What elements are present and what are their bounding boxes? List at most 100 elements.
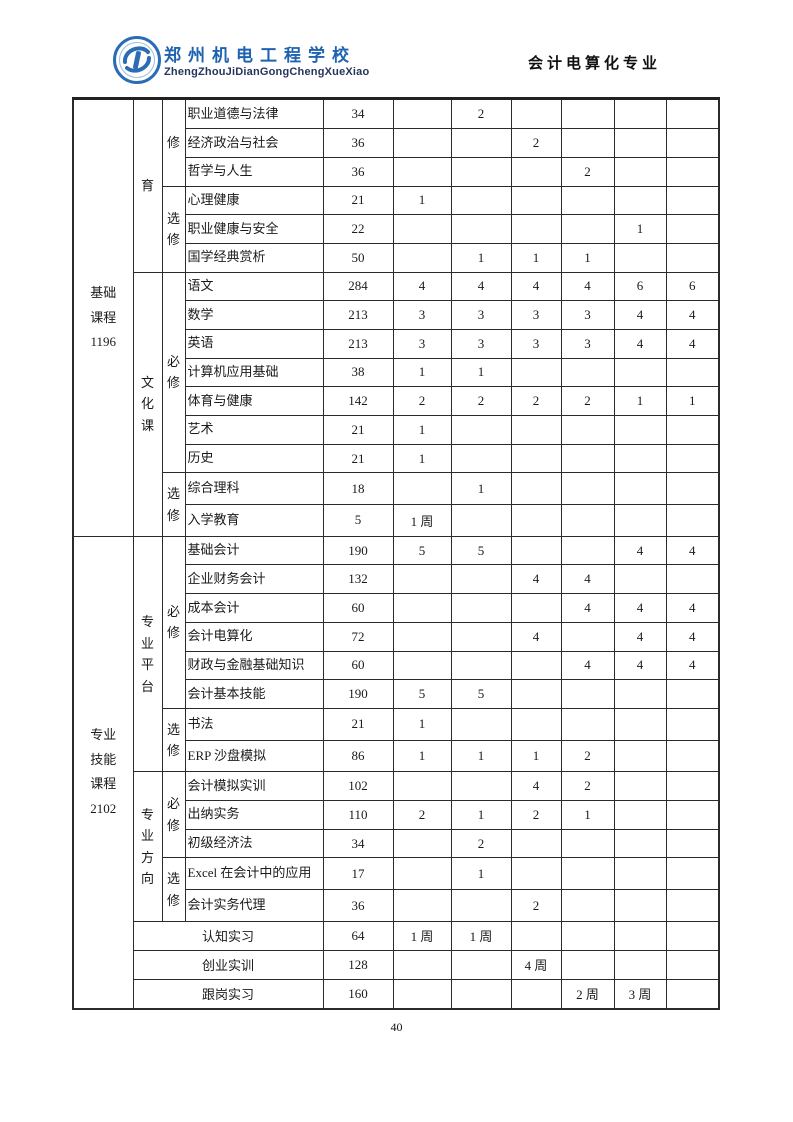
course-name-cell: 会计基本技能	[184, 679, 324, 709]
semester-cell	[613, 800, 667, 830]
semester-cell: 4	[560, 271, 615, 302]
semester-cell: 3	[392, 328, 452, 359]
course-row: 初级经济法 34 2	[73, 828, 720, 859]
semester-cell: 3	[510, 328, 562, 359]
semester-cell	[665, 978, 720, 1010]
semester-cell	[392, 949, 452, 980]
semester-cell	[392, 828, 452, 859]
semester-cell: 2	[560, 739, 615, 773]
semester-cell	[665, 857, 720, 891]
course-row: 基础课程1196 育修职业道德与法律 34 2	[72, 97, 720, 537]
course-name-cell: 职业健康与安全	[184, 214, 324, 244]
semester-cell: 3 周	[613, 978, 667, 1010]
semester-cell	[392, 472, 452, 505]
semester-cell	[665, 679, 720, 709]
semester-cell	[613, 185, 667, 216]
semester-cell: 4	[392, 271, 452, 302]
semester-cell: 4	[613, 300, 667, 330]
course-row: 会计电算化 72 4 4 4	[73, 621, 720, 652]
semester-cell: 1	[450, 857, 512, 891]
semester-cell: 1	[392, 739, 452, 773]
course-name-cell: 英语	[184, 328, 324, 359]
semester-cell	[510, 97, 562, 130]
hours-cell: 36	[322, 889, 394, 922]
course-name-cell: 入学教育	[184, 503, 324, 537]
hours-cell: 21	[322, 185, 394, 216]
semester-cell	[450, 949, 512, 980]
semester-cell	[392, 650, 452, 681]
semester-cell	[665, 889, 720, 922]
course-row: 选修 综合理科 18 1	[73, 472, 720, 537]
hours-cell: 284	[322, 271, 394, 302]
semester-cell: 4	[665, 650, 720, 681]
practice-name-cell: 跟岗实习	[132, 978, 324, 1010]
semester-cell: 2	[450, 386, 512, 416]
semester-cell	[450, 156, 512, 187]
course-name-cell: 成本会计	[184, 593, 324, 623]
semester-cell: 2	[560, 386, 615, 416]
semester-cell	[392, 564, 452, 595]
course-row: 选修 书法 21 1	[73, 707, 720, 773]
semester-cell	[665, 156, 720, 187]
course-row: 财政与金融基础知识 60 4 4 4	[73, 650, 720, 681]
semester-cell: 4	[510, 271, 562, 302]
semester-cell	[510, 503, 562, 537]
page-number: 40	[390, 1020, 403, 1034]
semester-cell	[613, 949, 667, 980]
semester-cell: 1	[450, 472, 512, 505]
semester-cell	[560, 949, 615, 980]
semester-cell: 4	[510, 771, 562, 802]
semester-cell	[560, 214, 615, 244]
course-row: 专业方向 必修 会计模拟实训 102 4 2	[73, 771, 720, 922]
course-name-cell: 财政与金融基础知识	[184, 650, 324, 681]
subsection-cell: 专业平台	[132, 535, 163, 773]
semester-cell: 2	[510, 128, 562, 158]
semester-cell	[392, 242, 452, 273]
course-name-cell: 经济政治与社会	[184, 128, 324, 158]
course-name-cell: 数学	[184, 300, 324, 330]
semester-cell: 2	[510, 889, 562, 922]
semester-cell	[665, 920, 720, 951]
semester-cell: 1	[450, 242, 512, 273]
semester-cell	[613, 828, 667, 859]
course-name-cell: 计算机应用基础	[184, 357, 324, 388]
semester-cell	[560, 415, 615, 445]
semester-cell	[450, 415, 512, 445]
semester-cell	[510, 857, 562, 891]
course-name-cell: 心理健康	[184, 185, 324, 216]
semester-cell: 4	[665, 328, 720, 359]
hours-cell: 21	[322, 443, 394, 474]
course-name-cell: 国学经典赏析	[184, 242, 324, 273]
hours-cell: 22	[322, 214, 394, 244]
semester-cell	[665, 214, 720, 244]
semester-cell	[560, 920, 615, 951]
semester-cell	[510, 828, 562, 859]
semester-cell	[510, 472, 562, 505]
semester-cell	[392, 889, 452, 922]
semester-cell: 1 周	[392, 503, 452, 537]
course-type-cell: 选修	[161, 472, 186, 537]
hours-cell: 190	[322, 535, 394, 566]
semester-cell: 2	[450, 828, 512, 859]
subsection-cell: 育	[132, 98, 163, 273]
semester-cell	[510, 443, 562, 474]
major-title: 会计电算化专业	[528, 56, 662, 72]
semester-cell: 5	[392, 535, 452, 566]
semester-cell	[613, 707, 667, 741]
semester-cell	[665, 800, 720, 830]
course-type-cell: 选修	[161, 185, 186, 273]
semester-cell	[450, 978, 512, 1010]
course-name-cell: 会计模拟实训	[184, 771, 324, 802]
semester-cell: 4	[613, 621, 667, 652]
semester-cell: 4	[613, 328, 667, 359]
course-row: 选修 心理健康 21 1	[73, 185, 720, 273]
course-row: 企业财务会计 132 4 4	[73, 564, 720, 595]
hours-cell: 21	[322, 707, 394, 741]
semester-cell	[613, 97, 667, 130]
semester-cell	[613, 679, 667, 709]
course-name-cell: 历史	[184, 443, 324, 474]
course-row: 体育与健康 142 2 2 2 2 1 1	[73, 386, 720, 416]
semester-cell: 4	[665, 593, 720, 623]
semester-cell: 4	[613, 535, 667, 566]
semester-cell	[613, 503, 667, 537]
